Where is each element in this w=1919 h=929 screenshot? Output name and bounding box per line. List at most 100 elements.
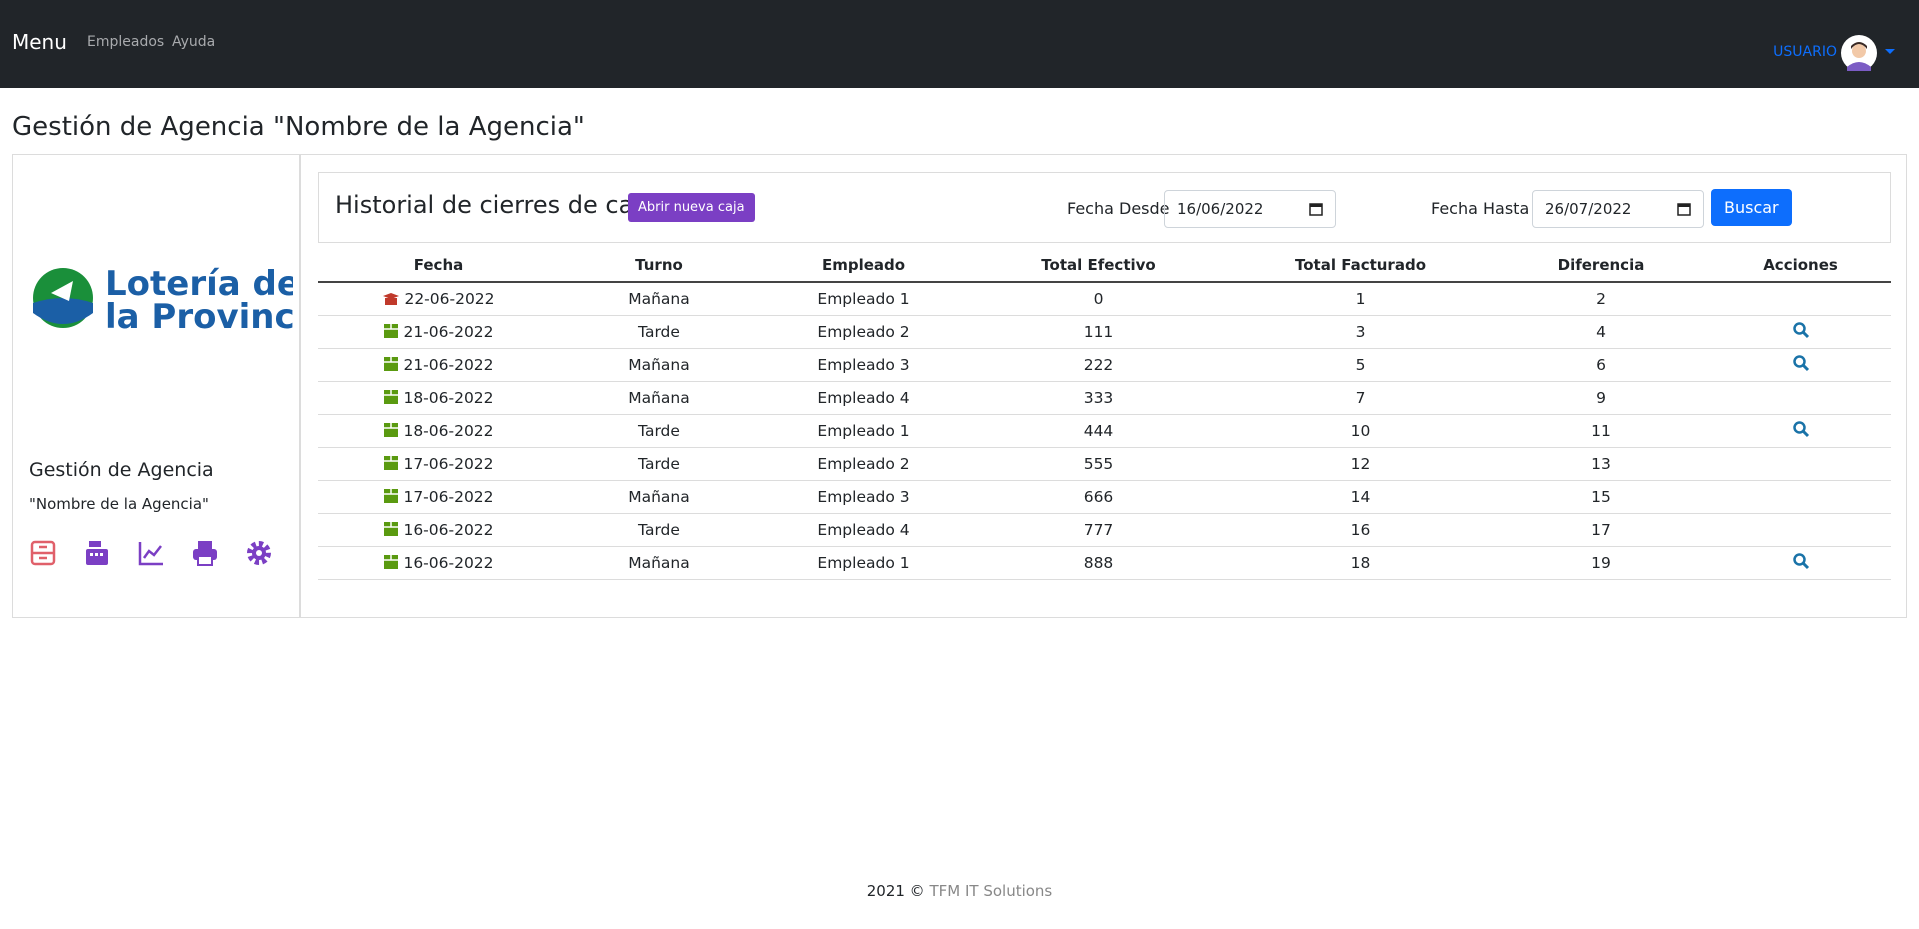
- date-text: 16-06-2022: [403, 520, 494, 539]
- table-header: Fecha Turno Empleado Total Efectivo Total Fa…: [318, 249, 1891, 283]
- table-cell: Tarde: [559, 513, 759, 547]
- date-text: 21-06-2022: [403, 355, 494, 374]
- user-menu[interactable]: USUARIO: [1773, 44, 1837, 60]
- date-text: 22-06-2022: [404, 289, 495, 308]
- table-cell: 777: [968, 513, 1229, 547]
- nav-link[interactable]: Empleados: [87, 34, 165, 50]
- sidebar: Lotería de la Provincia Gestión de Agenc…: [12, 154, 300, 618]
- column-header: Diferencia: [1492, 249, 1710, 283]
- table-cell: 16-06-2022: [318, 546, 559, 580]
- to-label: Fecha Hasta: [1431, 199, 1530, 218]
- table-cell: Empleado 1: [759, 282, 968, 316]
- table-cell: Tarde: [559, 414, 759, 448]
- table-cell: Mañana: [559, 282, 759, 316]
- table-cell: 5: [1229, 348, 1492, 382]
- table-cell: 3: [1229, 315, 1492, 349]
- actions-cell: [1710, 513, 1891, 547]
- logo: Lotería de la Provincia: [33, 264, 293, 333]
- date-text: 18-06-2022: [403, 388, 494, 407]
- nav-link[interactable]: Ayuda: [172, 34, 216, 50]
- column-header: Total Facturado: [1229, 249, 1492, 283]
- table-cell: 15: [1492, 480, 1710, 514]
- table-cell: 11: [1492, 414, 1710, 448]
- actions-cell: [1710, 480, 1891, 514]
- column-header: Empleado: [759, 249, 968, 283]
- table-cell: 4: [1492, 315, 1710, 349]
- table-cell: Empleado 3: [759, 480, 968, 514]
- icon-archive[interactable]: [29, 539, 57, 567]
- table-cell: 444: [968, 414, 1229, 448]
- search-button[interactable]: Buscar: [1711, 189, 1792, 226]
- open-box-icon: [383, 292, 400, 305]
- table-cell: Empleado 4: [759, 381, 968, 415]
- caret[interactable]: [1885, 49, 1895, 54]
- footer-company[interactable]: TFM IT Solutions: [929, 882, 1053, 900]
- icon-print[interactable]: [191, 539, 219, 567]
- table-cell: 222: [968, 348, 1229, 382]
- new-cash-button[interactable]: Abrir nueva caja: [628, 193, 755, 222]
- table-cell: Empleado 1: [759, 546, 968, 580]
- table-cell: 666: [968, 480, 1229, 514]
- column-header: Fecha: [318, 249, 559, 283]
- table-cell: Tarde: [559, 315, 759, 349]
- icon-chart[interactable]: [137, 539, 165, 567]
- table-cell: Empleado 4: [759, 513, 968, 547]
- table-row: 18-06-2022 Tarde Empleado 1 444 10 11: [318, 414, 1891, 448]
- from-date[interactable]: 16/06/2022: [1164, 190, 1336, 228]
- date-text: 17-06-2022: [403, 454, 494, 473]
- main-panel: Historial de cierres de caja Abrir nueva…: [300, 154, 1907, 618]
- closed-box-icon: [384, 422, 399, 437]
- view-icon[interactable]: [1792, 321, 1810, 339]
- table-cell: 17: [1492, 513, 1710, 547]
- avatar[interactable]: [1841, 35, 1877, 71]
- to-date-value: 26/07/2022: [1545, 200, 1632, 218]
- view-icon[interactable]: [1792, 420, 1810, 438]
- footer-year: 2021 ©: [866, 882, 925, 900]
- table-row: 17-06-2022 Tarde Empleado 2 555 12 13: [318, 447, 1891, 481]
- view-icon[interactable]: [1792, 552, 1810, 570]
- closed-box-icon: [384, 389, 399, 404]
- sidebar-title: Gestión de Agencia: [29, 459, 214, 481]
- table-cell: 21-06-2022: [318, 348, 559, 382]
- table-cell: 14: [1229, 480, 1492, 514]
- actions-cell: [1710, 348, 1891, 382]
- table-cell: 0: [968, 282, 1229, 316]
- table-row: 21-06-2022 Mañana Empleado 3 222 5 6: [318, 348, 1891, 382]
- table-cell: 21-06-2022: [318, 315, 559, 349]
- table-cell: 18-06-2022: [318, 381, 559, 415]
- sidebar-subtitle: "Nombre de la Agencia": [29, 495, 209, 513]
- actions-cell: [1710, 546, 1891, 580]
- table-cell: 888: [968, 546, 1229, 580]
- table-cell: 2: [1492, 282, 1710, 316]
- date-text: 18-06-2022: [403, 421, 494, 440]
- from-label: Fecha Desde: [1067, 199, 1170, 218]
- closed-box-icon: [384, 488, 399, 503]
- table-cell: Empleado 2: [759, 447, 968, 481]
- table-cell: 6: [1492, 348, 1710, 382]
- brand[interactable]: Menu: [12, 30, 67, 54]
- view-icon[interactable]: [1792, 354, 1810, 372]
- icon-settings[interactable]: [245, 539, 273, 567]
- closed-box-icon: [384, 356, 399, 371]
- table-body: 22-06-2022 Mañana Empleado 1 0 1 2 21-06-2022 T…: [318, 282, 1891, 580]
- table-cell: 18-06-2022: [318, 414, 559, 448]
- to-date[interactable]: 26/07/2022: [1532, 190, 1704, 228]
- icon-cash-register[interactable]: [83, 539, 111, 567]
- table-cell: 17-06-2022: [318, 480, 559, 514]
- calendar-icon[interactable]: [1309, 202, 1323, 216]
- table-row: 18-06-2022 Mañana Empleado 4 333 7 9: [318, 381, 1891, 415]
- table-cell: Empleado 2: [759, 315, 968, 349]
- calendar-icon[interactable]: [1677, 202, 1691, 216]
- panel-title: Historial de cierres de caja: [335, 191, 655, 219]
- column-header: Turno: [559, 249, 759, 283]
- table-cell: 22-06-2022: [318, 282, 559, 316]
- closed-box-icon: [384, 455, 399, 470]
- table-cell: 333: [968, 381, 1229, 415]
- actions-cell: [1710, 282, 1891, 316]
- table-row: 16-06-2022 Mañana Empleado 1 888 18 19: [318, 546, 1891, 580]
- table-cell: 12: [1229, 447, 1492, 481]
- table-cell: 111: [968, 315, 1229, 349]
- page-title: Gestión de Agencia "Nombre de la Agencia…: [12, 112, 585, 142]
